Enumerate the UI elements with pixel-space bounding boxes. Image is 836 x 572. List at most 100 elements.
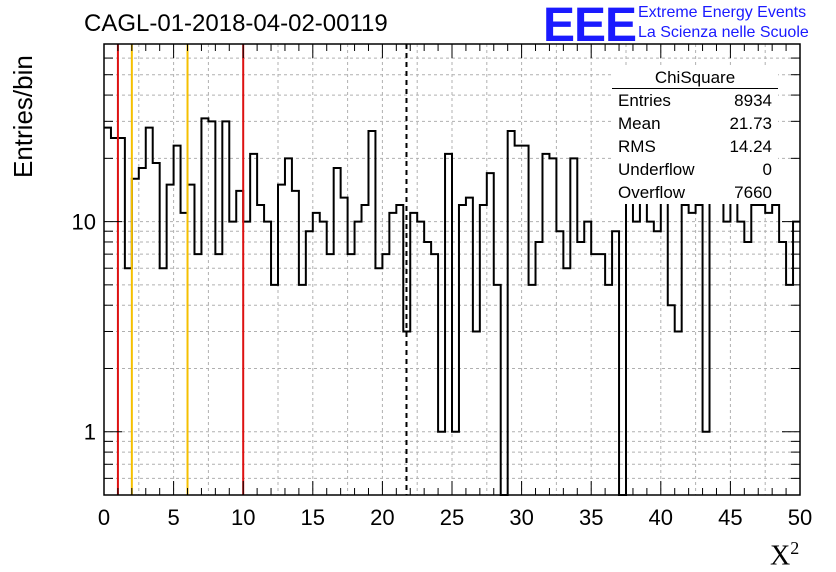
histogram-bin [327, 254, 334, 495]
histogram-bin [529, 285, 536, 495]
histogram-outline [104, 117, 800, 496]
histogram-bin [257, 205, 264, 495]
stats-label: Underflow [618, 160, 695, 179]
histogram-bin [201, 118, 208, 495]
histogram-bin [250, 154, 257, 495]
histogram-bin [570, 158, 577, 495]
eee-logo: EEE [543, 0, 637, 52]
x-axis-label-superscript: 2 [790, 538, 800, 558]
histogram-bin [480, 205, 487, 495]
histogram-bin [160, 268, 167, 495]
histogram-bin [689, 213, 696, 495]
histogram-bin [278, 185, 285, 495]
stats-row-mean: Mean 21.73 [612, 112, 778, 135]
histogram-bin [368, 131, 375, 495]
histogram-bin [626, 185, 633, 495]
histogram-bin [542, 154, 549, 495]
histogram-bin [215, 254, 222, 495]
histogram-bin [612, 231, 619, 495]
x-axis-label: X2 [770, 538, 799, 572]
histogram-bin [410, 213, 417, 495]
histogram-bin [758, 205, 765, 495]
histogram-bin [313, 213, 320, 495]
x-tick-label: 10 [231, 505, 255, 530]
x-tick-label: 0 [98, 505, 110, 530]
histogram-bin [647, 222, 654, 495]
histogram-bin [668, 305, 675, 495]
histogram-bin [167, 185, 174, 495]
x-tick-label: 45 [718, 505, 742, 530]
histogram-bin [389, 213, 396, 495]
histogram-bin [438, 432, 445, 495]
stats-box: ChiSquare Entries 8934 Mean 21.73 RMS 14.24… [612, 68, 778, 204]
histogram-bin [375, 268, 382, 495]
histogram-bin [556, 231, 563, 495]
histogram-bin [188, 185, 195, 495]
histogram-bin [661, 179, 668, 495]
histogram-bin [605, 285, 612, 495]
histogram-bin [716, 185, 723, 495]
histogram-bin [682, 205, 689, 495]
stats-row-entries: Entries 8934 [612, 89, 778, 112]
histogram-bin [563, 268, 570, 495]
histogram-bin [320, 222, 327, 495]
histogram-bin [710, 191, 717, 495]
histogram-bin [271, 285, 278, 495]
stats-row-rms: RMS 14.24 [612, 135, 778, 158]
histogram-bin [306, 231, 313, 495]
histogram-bin [396, 205, 403, 495]
stats-value: 14.24 [729, 137, 772, 156]
histogram-bin [696, 205, 703, 495]
histogram-bin [494, 285, 501, 495]
histogram-bin [515, 146, 522, 495]
histogram-bin [723, 222, 730, 495]
histogram-bin [487, 173, 494, 495]
stats-box-title: ChiSquare [612, 68, 778, 89]
histogram-bin [194, 254, 201, 495]
histogram-bin [264, 222, 271, 495]
histogram-bin [703, 432, 710, 495]
org-name-line1: Extreme Energy Events [638, 4, 807, 21]
histogram-bin [473, 331, 480, 495]
y-axis-label: Entries/bin [8, 55, 38, 178]
x-tick-label: 40 [649, 505, 673, 530]
histogram-bin [132, 179, 139, 495]
histogram-bin [382, 254, 389, 495]
histogram-bin [424, 242, 431, 495]
histogram-bin [125, 268, 132, 495]
histogram-bin [146, 128, 153, 495]
histogram-bin [536, 242, 543, 495]
histogram-bin [181, 213, 188, 495]
histogram-bin [459, 205, 466, 495]
histogram-bin [640, 191, 647, 495]
histogram-bin [208, 121, 215, 495]
histogram-bin [751, 205, 758, 495]
histogram-bin [577, 242, 584, 495]
histogram-bin [508, 131, 515, 495]
x-tick-label: 35 [579, 505, 603, 530]
stats-value: 0 [762, 160, 772, 179]
histogram-bin [772, 205, 779, 495]
stats-label: RMS [618, 137, 656, 156]
x-tick-label: 25 [440, 505, 464, 530]
histogram-bin [299, 285, 306, 495]
stats-row-underflow: Underflow 0 [612, 158, 778, 181]
histogram-bin [236, 191, 243, 495]
histogram-bin [765, 213, 772, 495]
histogram-bin [598, 254, 605, 495]
histogram-bin [341, 198, 348, 495]
histogram-bin [591, 254, 598, 495]
histogram-bin [431, 254, 438, 495]
histogram-bin [292, 191, 299, 495]
histogram-bin [334, 168, 341, 495]
stats-label: Overflow [618, 183, 686, 202]
histogram-bin [222, 121, 229, 495]
stats-row-overflow: Overflow 7660 [612, 181, 778, 204]
histogram-bin [633, 222, 640, 495]
histogram-bin [730, 191, 737, 495]
histogram-bin [654, 231, 661, 495]
stats-value: 8934 [734, 91, 772, 110]
histogram-bin [675, 331, 682, 495]
org-name-line2: La Scienza nelle Scuole [638, 24, 809, 41]
